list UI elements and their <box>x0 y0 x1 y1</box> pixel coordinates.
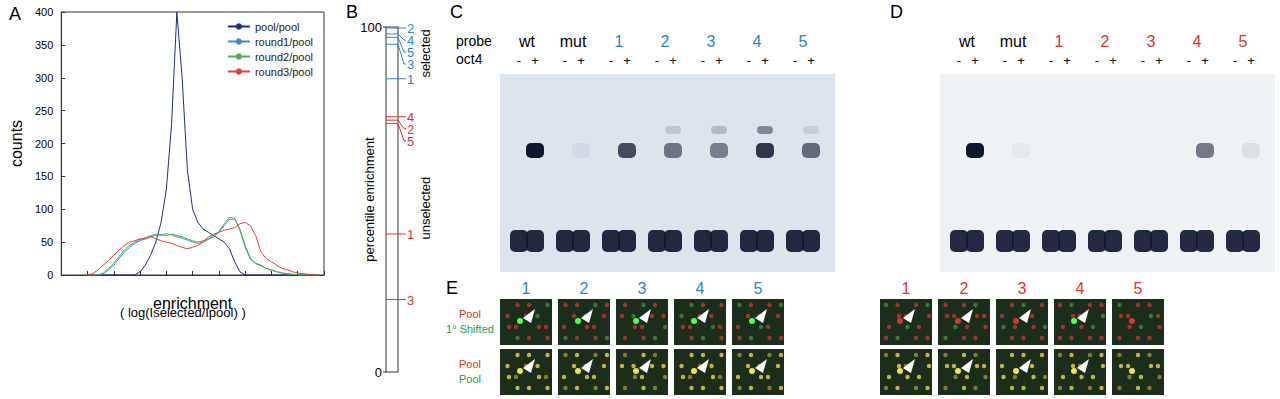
svg-text:2: 2 <box>580 280 589 297</box>
svg-text:+: + <box>1063 53 1071 68</box>
svg-text:+: + <box>807 53 815 68</box>
svg-text:5: 5 <box>754 280 763 297</box>
svg-text:+: + <box>623 53 631 68</box>
svg-text:4: 4 <box>1076 280 1085 297</box>
svg-text:round2/pool: round2/pool <box>255 51 313 63</box>
svg-text:+: + <box>1017 53 1025 68</box>
svg-text:C: C <box>450 2 463 22</box>
svg-text:4: 4 <box>753 33 762 50</box>
svg-text:250: 250 <box>35 105 53 117</box>
svg-text:probe: probe <box>456 33 492 49</box>
svg-text:1: 1 <box>407 227 414 242</box>
svg-text:A: A <box>9 4 21 24</box>
svg-text:3: 3 <box>407 57 414 72</box>
svg-text:3: 3 <box>1147 33 1156 50</box>
svg-text:1: 1 <box>615 33 624 50</box>
svg-text:Pool: Pool <box>459 358 481 370</box>
svg-text:50: 50 <box>41 236 53 248</box>
svg-text:2: 2 <box>960 280 969 297</box>
svg-text:1: 1 <box>522 280 531 297</box>
svg-text:mut: mut <box>1000 33 1027 50</box>
svg-text:mut: mut <box>560 33 587 50</box>
svg-text:-: - <box>957 53 961 68</box>
svg-text:+: + <box>1247 53 1255 68</box>
svg-text:0: 0 <box>47 269 53 281</box>
svg-text:5: 5 <box>407 134 414 149</box>
svg-text:5: 5 <box>1239 33 1248 50</box>
svg-text:5: 5 <box>799 33 808 50</box>
svg-text:-: - <box>701 53 705 68</box>
svg-text:unselected: unselected <box>418 177 433 240</box>
svg-text:B: B <box>346 2 358 22</box>
svg-text:-: - <box>1141 53 1145 68</box>
svg-text:+: + <box>577 53 585 68</box>
svg-text:+: + <box>971 53 979 68</box>
svg-text:round3/pool: round3/pool <box>255 66 313 78</box>
svg-text:wt: wt <box>958 33 976 50</box>
svg-text:350: 350 <box>35 39 53 51</box>
svg-text:D: D <box>890 2 903 22</box>
svg-text:+: + <box>715 53 723 68</box>
svg-text:Pool: Pool <box>459 308 481 320</box>
svg-text:+: + <box>1155 53 1163 68</box>
svg-text:pool/pool: pool/pool <box>255 21 300 33</box>
svg-text:-: - <box>1233 53 1237 68</box>
svg-text:0: 0 <box>375 365 382 380</box>
svg-text:3: 3 <box>707 33 716 50</box>
svg-text:2: 2 <box>661 33 670 50</box>
svg-text:2: 2 <box>407 21 414 36</box>
svg-text:percentile enrichment: percentile enrichment <box>362 137 377 262</box>
svg-text:100: 100 <box>360 20 382 35</box>
svg-text:3: 3 <box>407 293 414 308</box>
svg-text:4: 4 <box>407 33 414 48</box>
svg-text:3: 3 <box>1018 280 1027 297</box>
svg-text:+: + <box>761 53 769 68</box>
svg-text:1: 1 <box>407 72 414 87</box>
svg-text:5: 5 <box>1134 280 1143 297</box>
svg-text:4: 4 <box>1193 33 1202 50</box>
svg-text:400: 400 <box>35 6 53 18</box>
svg-text:150: 150 <box>35 170 53 182</box>
svg-text:selected: selected <box>418 29 433 77</box>
svg-text:2: 2 <box>1101 33 1110 50</box>
svg-text:-: - <box>1095 53 1099 68</box>
svg-text:E: E <box>446 278 458 298</box>
svg-text:5: 5 <box>407 45 414 60</box>
svg-text:oct4: oct4 <box>456 51 483 67</box>
svg-text:counts: counts <box>8 120 25 167</box>
svg-text:round1/pool: round1/pool <box>255 36 313 48</box>
svg-text:-: - <box>517 53 521 68</box>
svg-text:+: + <box>669 53 677 68</box>
svg-text:wt: wt <box>518 33 536 50</box>
svg-text:-: - <box>1187 53 1191 68</box>
svg-text:3: 3 <box>638 280 647 297</box>
svg-text:-: - <box>609 53 613 68</box>
svg-text:-: - <box>1049 53 1053 68</box>
svg-text:+: + <box>1201 53 1209 68</box>
svg-text:enrichment: enrichment <box>153 295 233 312</box>
svg-text:4: 4 <box>696 280 705 297</box>
svg-text:2: 2 <box>407 122 414 137</box>
svg-text:-: - <box>1003 53 1007 68</box>
svg-text:+: + <box>1109 53 1117 68</box>
svg-text:1: 1 <box>902 280 911 297</box>
svg-text:+: + <box>531 53 539 68</box>
svg-text:100: 100 <box>35 203 53 215</box>
svg-text:1° Shifted: 1° Shifted <box>446 323 494 335</box>
svg-text:1: 1 <box>1055 33 1064 50</box>
svg-text:300: 300 <box>35 72 53 84</box>
svg-text:-: - <box>655 53 659 68</box>
svg-text:200: 200 <box>35 138 53 150</box>
svg-text:-: - <box>793 53 797 68</box>
svg-text:Pool: Pool <box>459 373 481 385</box>
svg-text:-: - <box>747 53 751 68</box>
svg-text:-: - <box>563 53 567 68</box>
svg-text:( log(Iselected/Ipool) ): ( log(Iselected/Ipool) ) <box>120 305 246 320</box>
svg-text:4: 4 <box>407 110 414 125</box>
